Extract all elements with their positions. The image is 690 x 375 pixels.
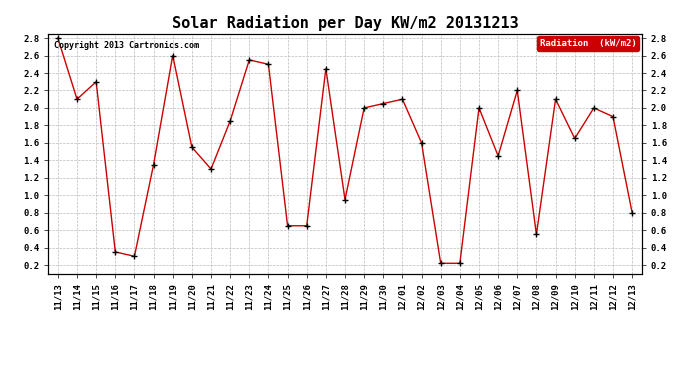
Title: Solar Radiation per Day KW/m2 20131213: Solar Radiation per Day KW/m2 20131213 [172,15,518,31]
Legend: Radiation  (kW/m2): Radiation (kW/m2) [537,36,639,51]
Text: Copyright 2013 Cartronics.com: Copyright 2013 Cartronics.com [55,41,199,50]
